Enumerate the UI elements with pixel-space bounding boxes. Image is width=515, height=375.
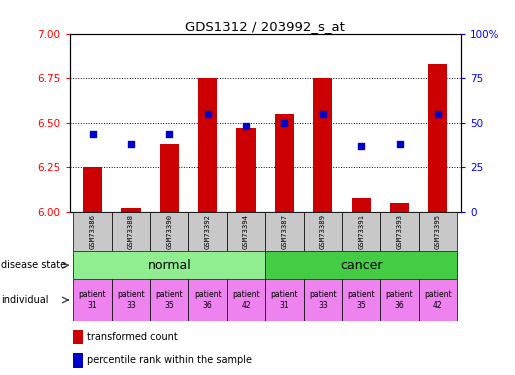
Text: percentile rank within the sample: percentile rank within the sample [87, 356, 252, 366]
Text: GSM73394: GSM73394 [243, 214, 249, 249]
Bar [265, 279, 304, 321]
Bar [73, 212, 112, 251]
Text: normal: normal [147, 259, 191, 272]
Bar [419, 279, 457, 321]
Bar [112, 212, 150, 251]
Text: GSM73392: GSM73392 [204, 214, 211, 249]
Bar [112, 279, 150, 321]
Text: patient
33: patient 33 [309, 290, 337, 310]
Bar [74, 330, 83, 344]
Bar [304, 279, 342, 321]
Bar [150, 279, 188, 321]
Bar [227, 279, 265, 321]
Bar [188, 279, 227, 321]
Text: GSM73388: GSM73388 [128, 214, 134, 249]
Bar [74, 353, 83, 368]
Point [357, 143, 365, 149]
Bar [122, 209, 141, 212]
Bar [150, 212, 188, 251]
Bar [304, 212, 342, 251]
Text: patient
35: patient 35 [156, 290, 183, 310]
Bar [188, 212, 227, 251]
Text: GSM73386: GSM73386 [90, 214, 96, 249]
Bar [352, 198, 371, 212]
Bar [342, 212, 381, 251]
Point [89, 130, 97, 136]
Point [127, 141, 135, 147]
Point [280, 120, 288, 126]
Bar [342, 279, 381, 321]
Point [319, 111, 327, 117]
Bar [313, 78, 332, 212]
Point [396, 141, 404, 147]
Text: GSM73391: GSM73391 [358, 214, 364, 249]
Bar [265, 251, 457, 279]
Text: patient
31: patient 31 [79, 290, 107, 310]
Text: patient
42: patient 42 [424, 290, 452, 310]
Bar [198, 78, 217, 212]
Bar [73, 279, 112, 321]
Bar [419, 212, 457, 251]
Text: patient
42: patient 42 [232, 290, 260, 310]
Title: GDS1312 / 203992_s_at: GDS1312 / 203992_s_at [185, 20, 345, 33]
Text: patient
36: patient 36 [386, 290, 414, 310]
Text: GSM73389: GSM73389 [320, 214, 326, 249]
Text: patient
33: patient 33 [117, 290, 145, 310]
Text: GSM73393: GSM73393 [397, 214, 403, 249]
Point [203, 111, 212, 117]
Text: GSM73395: GSM73395 [435, 214, 441, 249]
Text: GSM73387: GSM73387 [281, 214, 287, 249]
Bar [265, 212, 304, 251]
Text: cancer: cancer [340, 259, 383, 272]
Point [165, 130, 174, 136]
Text: disease state: disease state [1, 260, 66, 270]
Text: individual: individual [1, 295, 48, 305]
Bar [227, 212, 265, 251]
Bar [160, 144, 179, 212]
Bar [381, 212, 419, 251]
Text: transformed count: transformed count [87, 332, 178, 342]
Point [242, 123, 250, 129]
Bar [428, 64, 448, 212]
Text: patient
31: patient 31 [270, 290, 298, 310]
Text: patient
36: patient 36 [194, 290, 221, 310]
Bar [275, 114, 294, 212]
Bar [236, 128, 255, 212]
Text: GSM73390: GSM73390 [166, 214, 173, 249]
Bar [381, 279, 419, 321]
Text: patient
35: patient 35 [347, 290, 375, 310]
Point [434, 111, 442, 117]
Bar [83, 167, 102, 212]
Bar [73, 251, 265, 279]
Bar [390, 203, 409, 212]
